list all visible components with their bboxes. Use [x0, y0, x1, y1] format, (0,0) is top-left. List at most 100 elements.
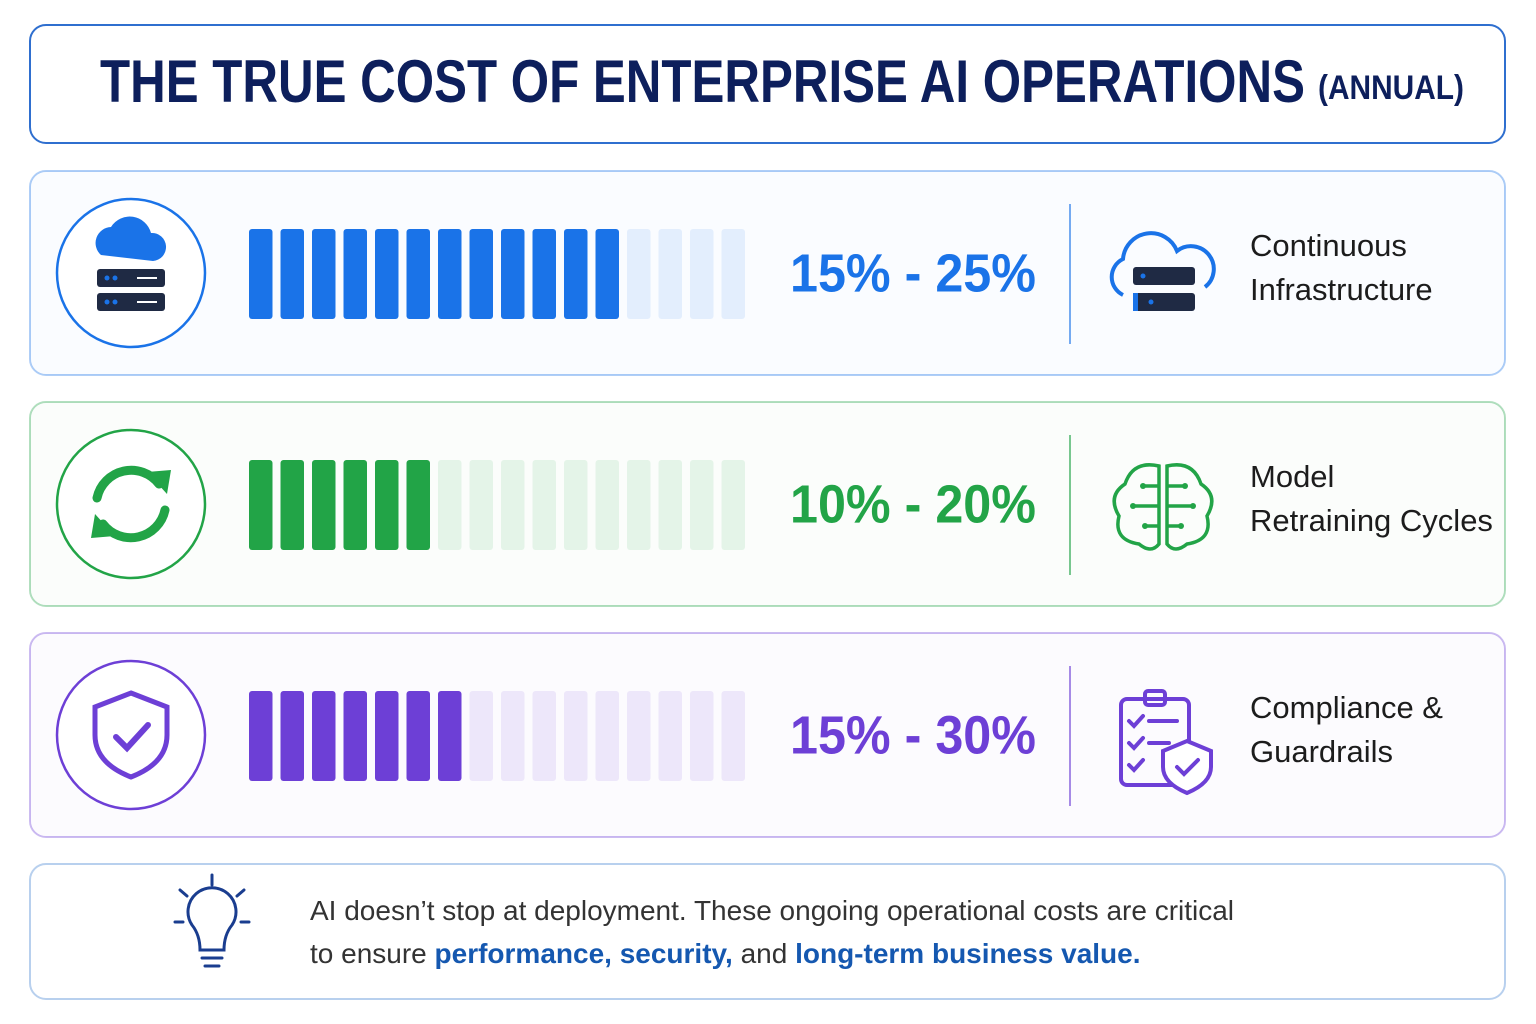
bar-segment-empty: [595, 460, 619, 550]
bar-segment-empty: [438, 460, 462, 550]
bar-segment-filled: [280, 691, 304, 781]
row-label: Guardrails: [1250, 734, 1393, 769]
icon-part: [1130, 483, 1196, 529]
icon-part: [97, 269, 165, 287]
icon-part: [1130, 503, 1136, 509]
note-line: AI doesn’t stop at deployment. These ong…: [310, 895, 1234, 926]
bar-segment-empty: [627, 460, 651, 550]
cost-range: 15% - 25%: [790, 243, 1036, 303]
bar-segment-filled: [343, 691, 367, 781]
bar-segment-filled: [312, 691, 336, 781]
title-box: [29, 24, 1506, 144]
icon-part: [1109, 231, 1216, 297]
note-line: to ensure performance, security, and lon…: [310, 938, 1141, 969]
bar-segment-empty: [469, 460, 493, 550]
row-label: Retraining Cycles: [1250, 503, 1493, 538]
icon-part: [112, 299, 118, 305]
bar-segment-filled: [406, 460, 430, 550]
bar-segment-empty: [532, 691, 556, 781]
bar-segment-empty: [564, 460, 588, 550]
icon-part: [95, 216, 167, 261]
icon-part: [1133, 293, 1138, 311]
note-emphasis: long-term business value.: [795, 938, 1140, 969]
bar-segment-empty: [501, 460, 525, 550]
bar-segment-empty: [564, 691, 588, 781]
icon-part: [1133, 293, 1195, 311]
bar-segment-filled: [280, 229, 304, 319]
icon-part: [1119, 689, 1213, 796]
row-label: Continuous: [1250, 228, 1407, 263]
row-label: Model: [1250, 459, 1334, 494]
bar-segment-empty: [627, 229, 651, 319]
cost-range: 10% - 20%: [790, 474, 1036, 534]
note-text: AI doesn’t stop at deployment. These ong…: [310, 895, 1234, 926]
bar-segment-empty: [595, 691, 619, 781]
row-card-bg: [31, 403, 1504, 605]
bar-segment-filled: [501, 229, 525, 319]
icon-part: [1142, 523, 1148, 529]
title: THE TRUE COST OF ENTERPRISE AI OPERATION…: [100, 48, 1305, 115]
bar-segment-empty: [627, 691, 651, 781]
bar-segment-filled: [249, 460, 273, 550]
note-text: and: [733, 938, 795, 969]
icon-part: [1182, 483, 1188, 489]
row-card-bg: [31, 172, 1504, 374]
icon-part: [112, 275, 118, 281]
icon-part: [113, 722, 151, 753]
bar-segment-filled: [438, 691, 462, 781]
bar-segment-filled: [595, 229, 619, 319]
icon-part: [104, 275, 110, 281]
note-emphasis: performance, security,: [435, 938, 733, 969]
icon-part: [147, 470, 171, 494]
bar-segment-empty: [658, 691, 682, 781]
bar-segment-filled: [249, 229, 273, 319]
left-icon: [91, 465, 171, 543]
icon-part: [1143, 689, 1167, 707]
icon-part: [1178, 523, 1184, 529]
bar-segment-filled: [532, 229, 556, 319]
right-icon: [1112, 463, 1214, 551]
icon-part: [1148, 299, 1154, 305]
bar-segment-filled: [469, 229, 493, 319]
bar-segment-empty: [690, 691, 714, 781]
bar-segment-empty: [469, 691, 493, 781]
bar-segment-empty: [532, 460, 556, 550]
bar-segment-filled: [375, 691, 399, 781]
icon-part: [1175, 758, 1200, 777]
bar-segment-filled: [375, 460, 399, 550]
bar-segment-empty: [501, 691, 525, 781]
row-label: Infrastructure: [1250, 272, 1433, 307]
icon-part: [1133, 267, 1195, 285]
icon-part: [1133, 484, 1193, 528]
note-text: to ensure: [310, 938, 435, 969]
bar-segment-filled: [406, 229, 430, 319]
icon-part: [1140, 483, 1146, 489]
bar-segment-empty: [721, 691, 745, 781]
icon-circle: [55, 428, 207, 580]
icon-part: [1190, 503, 1196, 509]
icon-circle: [55, 659, 207, 811]
icon-part: [1140, 273, 1146, 279]
bar-segment-filled: [343, 229, 367, 319]
bar-segment-filled: [343, 460, 367, 550]
bar-segment-filled: [280, 460, 304, 550]
icon-part: [1161, 738, 1213, 796]
icon-part: [1165, 463, 1214, 551]
icon-part: [1112, 463, 1214, 551]
bar-segment-empty: [690, 460, 714, 550]
icon-part: [1127, 714, 1179, 773]
icon-part: [97, 293, 165, 311]
note-box: [29, 863, 1506, 1000]
icon-part: [91, 514, 115, 538]
left-icon: [95, 216, 167, 311]
bar-segment-filled: [438, 229, 462, 319]
bar-segment-filled: [406, 691, 430, 781]
bar-segment-filled: [564, 229, 588, 319]
icon-part: [104, 299, 110, 305]
right-icon: [1109, 231, 1216, 311]
bar-segment-empty: [721, 460, 745, 550]
right-icon: [1119, 689, 1213, 796]
left-icon: [92, 690, 170, 780]
title-suffix: (ANNUAL): [1318, 69, 1464, 107]
